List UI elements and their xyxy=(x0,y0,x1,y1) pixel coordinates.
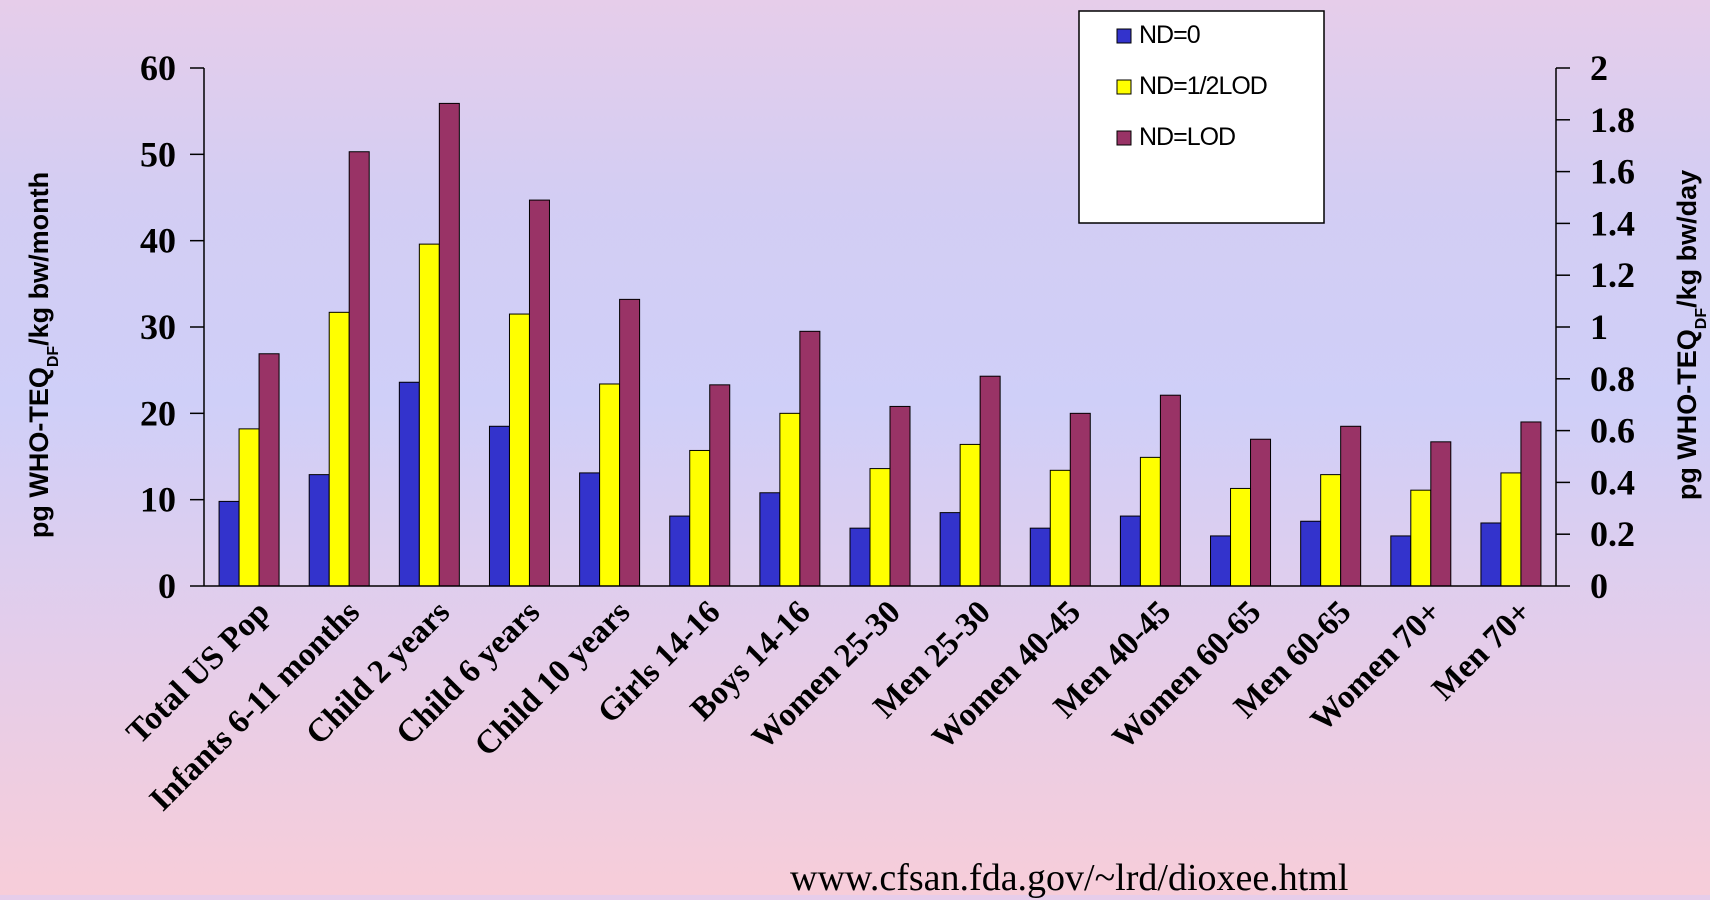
y-tick-label-right: 0.4 xyxy=(1590,462,1635,502)
y-tick-label-left: 50 xyxy=(140,134,176,174)
y-axis-right: 0 0.2 0.4 0.6 0.8 1 1.2 1.4 1.6 1.8 2 xyxy=(1556,48,1635,606)
bar-ND=LOD-Women 60-65 xyxy=(1251,439,1271,586)
legend: ND=0 ND=1/2LOD ND=LOD xyxy=(1079,11,1324,223)
bar-ND=1/2LOD-Child 2 years xyxy=(419,244,439,586)
bars-group xyxy=(219,103,1541,586)
y-tick-label-left: 0 xyxy=(158,566,176,606)
bar-ND=LOD-Men 60-65 xyxy=(1341,426,1361,586)
bar-ND=LOD-Women 70+ xyxy=(1431,442,1451,586)
bar-ND=LOD-Women 25-30 xyxy=(890,406,910,586)
bar-ND=LOD-Girls 14-16 xyxy=(710,385,730,586)
legend-swatch xyxy=(1117,80,1131,94)
source-url: www.cfsan.fda.gov/~lrd/dioxee.html xyxy=(790,856,1348,900)
bar-ND=1/2LOD-Men 40-45 xyxy=(1140,457,1160,586)
bar-ND=1/2LOD-Boys 14-16 xyxy=(780,413,800,586)
bar-ND=LOD-Child 2 years xyxy=(439,103,459,586)
legend-label: ND=LOD xyxy=(1139,123,1235,151)
bar-ND=1/2LOD-Women 25-30 xyxy=(870,469,890,586)
y-tick-label-left: 40 xyxy=(140,221,176,261)
bar-ND=LOD-Boys 14-16 xyxy=(800,331,820,586)
bar-ND=LOD-Infants 6-11 months xyxy=(349,152,369,586)
bar-ND=LOD-Men 70+ xyxy=(1521,422,1541,586)
bar-ND=0-Men 70+ xyxy=(1481,523,1501,586)
bar-ND=1/2LOD-Men 25-30 xyxy=(960,444,980,586)
y-tick-label-right: 1.6 xyxy=(1590,152,1635,192)
bar-ND=0-Women 60-65 xyxy=(1211,536,1231,586)
bar-ND=0-Women 40-45 xyxy=(1030,528,1050,586)
bar-ND=0-Women 25-30 xyxy=(850,528,870,586)
legend-box xyxy=(1079,11,1324,223)
y-tick-label-left: 20 xyxy=(140,393,176,433)
y-tick-label-right: 2 xyxy=(1590,48,1608,88)
category-label: Men 70+ xyxy=(1425,594,1538,707)
bar-ND=LOD-Women 40-45 xyxy=(1070,413,1090,586)
bar-ND=0-Child 6 years xyxy=(489,426,509,586)
bar-ND=0-Child 2 years xyxy=(399,382,419,586)
y-tick-label-left: 30 xyxy=(140,307,176,347)
bar-ND=LOD-Men 40-45 xyxy=(1160,395,1180,586)
bar-ND=1/2LOD-Child 6 years xyxy=(509,314,529,586)
y-tick-label-right: 0.6 xyxy=(1590,411,1635,451)
bar-ND=LOD-Child 10 years xyxy=(620,299,640,586)
bar-ND=1/2LOD-Women 60-65 xyxy=(1231,488,1251,586)
y-tick-label-right: 0.8 xyxy=(1590,359,1635,399)
legend-swatch xyxy=(1117,131,1131,145)
legend-label: ND=0 xyxy=(1139,21,1200,49)
bar-ND=1/2LOD-Child 10 years xyxy=(600,384,620,586)
bar-ND=LOD-Total US Pop xyxy=(259,354,279,586)
y-tick-label-left: 10 xyxy=(140,480,176,520)
y-tick-label-right: 0 xyxy=(1590,566,1608,606)
y-tick-label-right: 1.2 xyxy=(1590,255,1635,295)
bar-ND=1/2LOD-Women 70+ xyxy=(1411,490,1431,586)
bar-ND=1/2LOD-Women 40-45 xyxy=(1050,470,1070,586)
bar-ND=0-Infants 6-11 months xyxy=(309,475,329,586)
bar-ND=1/2LOD-Infants 6-11 months xyxy=(329,312,349,586)
bar-ND=LOD-Child 6 years xyxy=(529,200,549,586)
legend-label: ND=1/2LOD xyxy=(1139,72,1267,100)
bar-ND=0-Men 25-30 xyxy=(940,513,960,586)
legend-swatch xyxy=(1117,29,1131,43)
bar-ND=LOD-Men 25-30 xyxy=(980,376,1000,586)
bar-ND=0-Women 70+ xyxy=(1391,536,1411,586)
bar-ND=1/2LOD-Men 60-65 xyxy=(1321,475,1341,586)
y-axis-left-title: pg WHO-TEQDF/kg bw/month xyxy=(24,172,62,538)
y-axis-right-title: pg WHO-TEQDF/kg bw/day xyxy=(1672,170,1710,500)
y-tick-label-right: 0.2 xyxy=(1590,514,1635,554)
bar-ND=0-Men 40-45 xyxy=(1120,516,1140,586)
bar-ND=1/2LOD-Men 70+ xyxy=(1501,473,1521,586)
bar-ND=1/2LOD-Total US Pop xyxy=(239,429,259,586)
bar-ND=0-Men 60-65 xyxy=(1301,521,1321,586)
bar-ND=0-Girls 14-16 xyxy=(670,516,690,586)
y-tick-label-right: 1.8 xyxy=(1590,100,1635,140)
y-tick-label-left: 60 xyxy=(140,48,176,88)
y-axis-left: 0 10 20 30 40 50 60 xyxy=(140,48,204,606)
bar-ND=0-Child 10 years xyxy=(580,473,600,586)
bar-ND=0-Total US Pop xyxy=(219,501,239,586)
category-label: Child 10 years xyxy=(468,594,637,763)
bar-ND=0-Boys 14-16 xyxy=(760,493,780,586)
y-tick-label-right: 1.4 xyxy=(1590,203,1635,243)
y-tick-label-right: 1 xyxy=(1590,307,1608,347)
bar-ND=1/2LOD-Girls 14-16 xyxy=(690,450,710,586)
